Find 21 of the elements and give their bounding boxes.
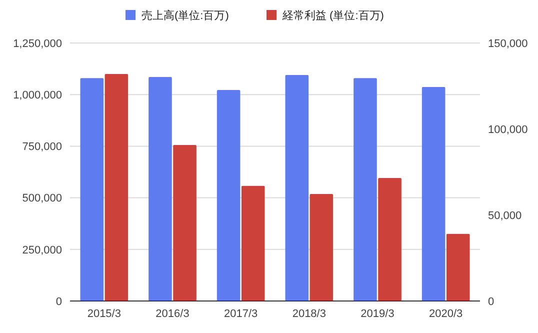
legend-label: 経常利益 (単位:百万): [282, 9, 384, 22]
x-tick-label: 2016/3: [156, 308, 190, 320]
y-tick-label: 500,000: [22, 192, 62, 205]
y2-tick-label: 50,000: [488, 210, 522, 222]
legend-label: 売上高(単位:百万): [142, 9, 229, 22]
x-tick-label: 2017/3: [224, 308, 258, 320]
bar: [422, 86, 446, 301]
x-tick-label: 2015/3: [87, 308, 121, 320]
y-tick-label: 750,000: [22, 141, 62, 154]
y-tick-label: 0: [56, 296, 62, 308]
y-tick-label: 1,250,000: [13, 38, 62, 50]
y-tick-label: 250,000: [22, 244, 62, 256]
bar: [285, 74, 309, 301]
y2-tick-label: 150,000: [488, 38, 528, 50]
x-tick-label: 2020/3: [429, 308, 463, 320]
x-tick-label: 2018/3: [292, 308, 326, 320]
y2-tick-label: 100,000: [488, 124, 528, 136]
y2-tick-label: 0: [488, 296, 494, 308]
y-tick-label: 1,000,000: [13, 89, 62, 102]
bar: [446, 234, 470, 301]
x-tick-label: 2019/3: [360, 308, 394, 320]
